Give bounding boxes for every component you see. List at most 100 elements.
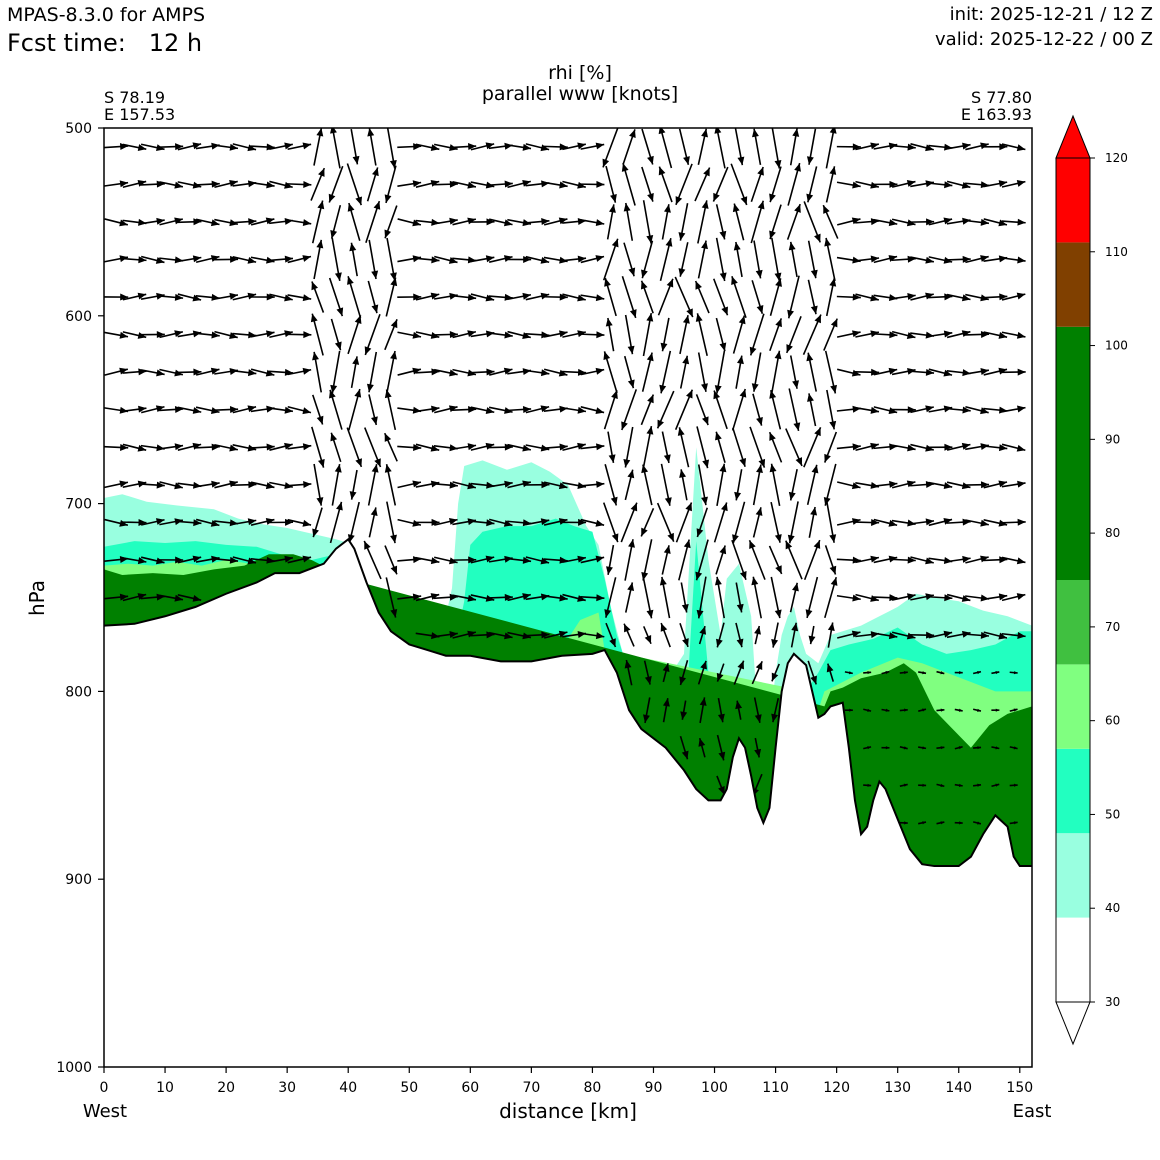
wind-arrow-head — [352, 356, 360, 365]
wind-arrow-head — [371, 416, 378, 425]
wind-arrow-head — [925, 256, 934, 264]
wind-arrow-head — [174, 330, 183, 338]
wind-arrow-head — [871, 519, 880, 526]
wind-arrow — [855, 293, 879, 302]
wind-arrow-head — [769, 193, 776, 203]
wind-arrow-head — [623, 458, 631, 468]
wind-arrow-head — [962, 142, 971, 150]
wind-arrow-head — [870, 218, 880, 226]
wind-arrow — [159, 330, 184, 339]
wind-arrow-head — [577, 255, 587, 263]
wind-arrow — [470, 555, 495, 564]
wind-arrow-head — [540, 405, 550, 413]
wind-arrow-head — [771, 672, 779, 682]
wind-arrow — [140, 217, 165, 225]
wind-arrow-head — [852, 330, 861, 338]
wind-arrow-head — [829, 420, 837, 430]
wind-arrow — [787, 162, 801, 206]
wind-arrow — [735, 355, 744, 389]
wind-arrow-head — [699, 697, 707, 706]
wind-arrow — [415, 143, 440, 152]
wind-arrow — [104, 293, 129, 301]
wind-arrow-head — [595, 367, 605, 375]
wind-arrow — [602, 128, 619, 168]
wind-arrow — [855, 593, 879, 602]
wind-arrow — [697, 660, 707, 685]
wind-arrow-head — [371, 304, 379, 314]
wind-arrow-head — [926, 631, 935, 639]
wind-arrow — [696, 507, 709, 538]
wind-arrow — [415, 443, 440, 452]
wind-arrow-head — [958, 783, 963, 787]
wind-arrow-head — [284, 294, 293, 302]
wind-arrow-head — [605, 317, 613, 327]
wind-arrow-head — [431, 218, 440, 226]
x-tick-label: 90 — [645, 1080, 663, 1096]
wind-arrow-head — [119, 331, 129, 339]
wind-arrow — [367, 280, 379, 314]
wind-arrow-head — [229, 179, 238, 187]
wind-arrow — [873, 331, 898, 339]
wind-arrow — [415, 179, 440, 188]
wind-arrow — [232, 405, 257, 414]
wind-arrow — [232, 292, 257, 301]
wind-arrow — [214, 406, 239, 414]
wind-arrow — [752, 128, 762, 165]
wind-arrow-head — [719, 230, 727, 240]
wind-arrow-head — [577, 142, 586, 150]
wind-arrow — [122, 143, 147, 152]
wind-arrow — [232, 481, 257, 489]
wind-arrow-head — [317, 200, 325, 210]
wind-arrow — [891, 255, 916, 263]
wind-arrow-head — [922, 821, 927, 825]
y-tick-label: 500 — [65, 121, 92, 137]
wind-arrow-head — [449, 444, 458, 452]
wind-arrow-head — [685, 502, 692, 512]
wind-arrow — [104, 480, 129, 489]
wind-arrow — [771, 663, 780, 682]
wind-arrow-head — [721, 306, 728, 316]
wind-arrow — [836, 556, 861, 564]
wind-arrow-head — [366, 383, 374, 393]
wind-arrow-head — [749, 346, 757, 356]
wind-arrow-head — [829, 278, 837, 287]
wind-arrow — [678, 128, 690, 165]
wind-arrow-head — [413, 143, 422, 151]
wind-arrow — [488, 293, 513, 301]
wind-arrow-head — [284, 442, 293, 450]
wind-arrow — [715, 317, 727, 352]
wind-arrow-head — [284, 181, 293, 189]
wind-arrow — [507, 143, 532, 151]
wind-arrow — [232, 255, 257, 264]
wind-arrow-head — [757, 166, 764, 176]
x-left-label: West — [83, 1101, 127, 1122]
wind-arrow — [287, 180, 312, 188]
wind-arrow — [433, 368, 458, 377]
wind-arrow-head — [870, 294, 879, 302]
wind-arrow-head — [522, 332, 531, 339]
wind-arrow-head — [595, 407, 605, 415]
wind-arrow-head — [627, 582, 635, 592]
wind-arrow-head — [906, 593, 916, 601]
wind-arrow-head — [702, 459, 710, 469]
wind-arrow — [525, 518, 550, 526]
wind-arrow — [415, 593, 440, 602]
wind-arrow-head — [503, 367, 513, 375]
wind-arrow — [543, 217, 568, 226]
wind-arrow-head — [925, 481, 935, 489]
wind-arrow-head — [430, 179, 440, 187]
wind-arrow — [899, 783, 908, 787]
wind-arrow-head — [629, 309, 637, 318]
wind-arrow — [368, 507, 378, 538]
wind-arrow — [873, 367, 898, 376]
wind-arrow-head — [577, 181, 586, 189]
terrain-layer — [104, 537, 1032, 1067]
wind-arrow-head — [229, 480, 238, 488]
wind-arrow-head — [467, 330, 476, 338]
colorbar-extend-min — [1055, 1001, 1091, 1046]
wind-arrow-head — [192, 555, 202, 563]
wind-arrow — [562, 555, 587, 564]
wind-arrow-head — [229, 332, 238, 339]
wind-arrow — [983, 293, 1008, 301]
wind-arrow — [715, 237, 727, 282]
